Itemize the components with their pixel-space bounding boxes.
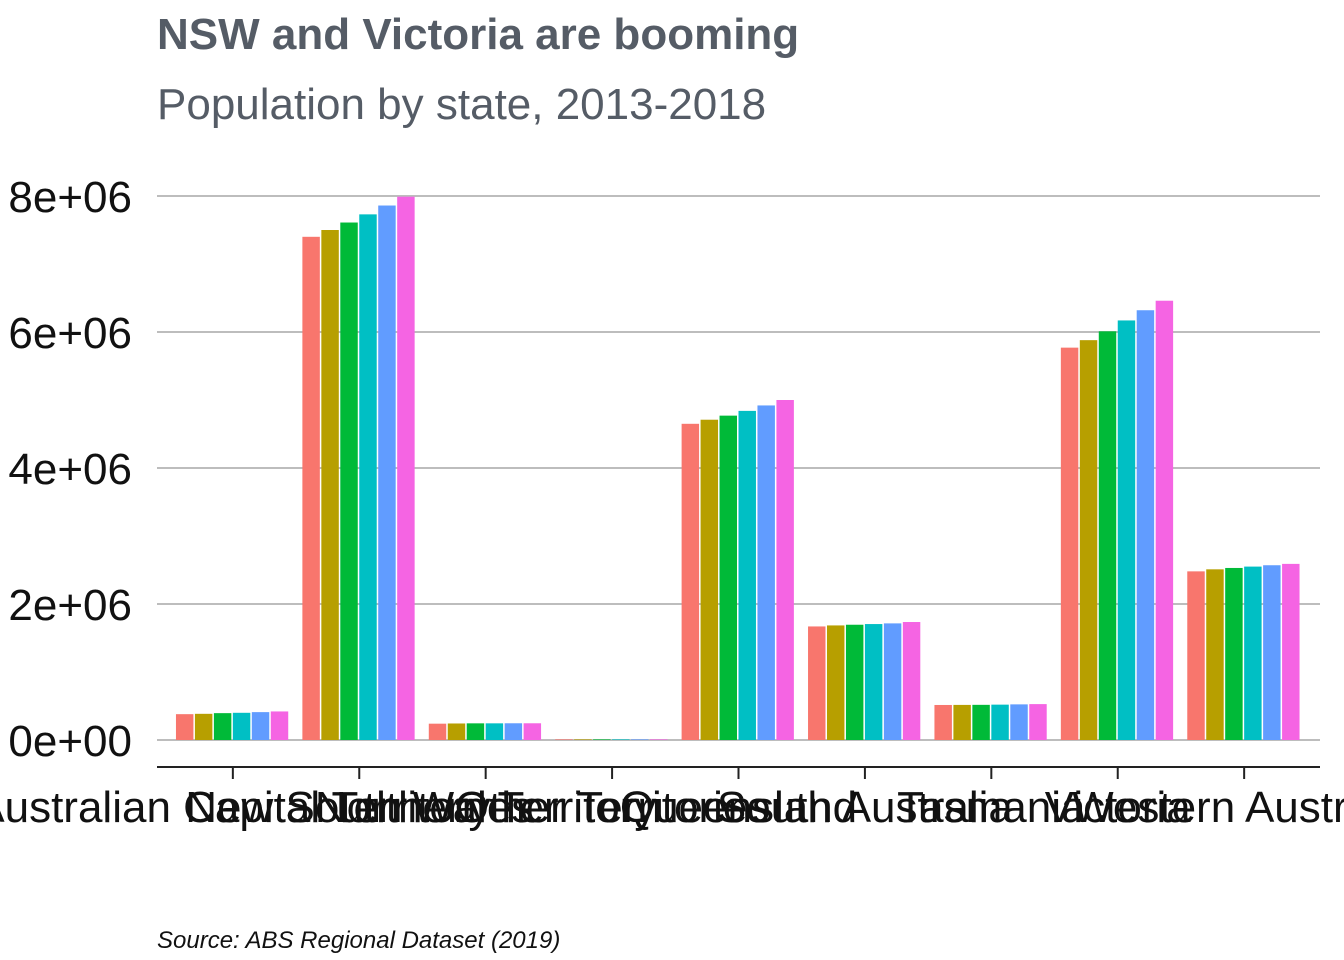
x-tick-label: Queensland [620,783,857,832]
bar [213,713,232,740]
bar [1117,320,1136,740]
bar [972,704,990,740]
bar [681,423,700,740]
y-tick-label: 8e+06 [8,173,132,222]
bar [719,415,737,740]
chart-title: NSW and Victoria are booming [157,10,800,59]
bar [574,739,592,740]
bar [953,704,971,740]
bar [378,205,396,740]
bar [397,196,415,740]
bar [757,405,775,740]
bar [738,410,756,740]
bar [776,400,794,740]
bar [428,723,447,740]
bar [883,623,902,740]
bar [1010,704,1028,740]
bar [175,714,194,740]
chart-subtitle: Population by state, 2013-2018 [157,80,767,129]
y-tick-label: 2e+06 [8,581,132,630]
bar [612,739,630,740]
bar [340,222,358,740]
bar [1187,571,1205,740]
y-tick-label: 6e+06 [8,309,132,358]
bar [808,626,826,740]
y-tick-label: 4e+06 [8,445,132,494]
bar [1244,566,1262,740]
bar [1079,340,1098,740]
bar [1282,563,1300,740]
bar [523,723,542,740]
bar [1029,704,1047,740]
bar [593,739,611,740]
y-tick-label: 0e+00 [8,717,132,766]
bar [1225,567,1243,740]
x-tick-label: New South Wales [185,783,533,832]
bar [1206,569,1224,740]
bar [631,739,649,740]
bar [447,723,466,740]
bar [1060,347,1079,740]
bar [902,622,921,740]
chart-caption: Source: ABS Regional Dataset (2019) [157,927,561,954]
bar [1098,331,1117,740]
x-tick-label: Victoria [1045,783,1191,832]
bar [864,624,883,740]
bar [302,236,320,741]
bar [270,711,289,740]
bar [555,739,573,740]
bar [826,625,845,740]
bar [934,704,952,740]
bar [1136,310,1155,740]
bars [175,196,1300,741]
x-tick-label: Northern Territory [315,783,657,832]
bar [321,230,339,740]
bar [1263,565,1281,740]
bar [485,723,504,740]
bar [1155,300,1174,740]
bar [466,723,485,740]
bar [700,419,719,740]
x-tick-label: South Australia [717,783,1013,832]
bar [845,624,864,740]
bar [504,723,523,740]
bar [359,214,377,741]
bar [991,704,1009,740]
bar [194,713,213,740]
x-tick-label: Other Territories [455,783,770,832]
bar [251,712,270,740]
x-tick-label: Australian Capital Territory [0,783,490,832]
x-tick-label: Western Australia [1072,783,1344,832]
x-tick-label: Tasmania [897,783,1086,832]
bar [232,712,251,740]
bar [650,739,668,740]
y-axis-labels: 0e+00 2e+06 4e+06 6e+06 8e+06 [8,173,132,766]
